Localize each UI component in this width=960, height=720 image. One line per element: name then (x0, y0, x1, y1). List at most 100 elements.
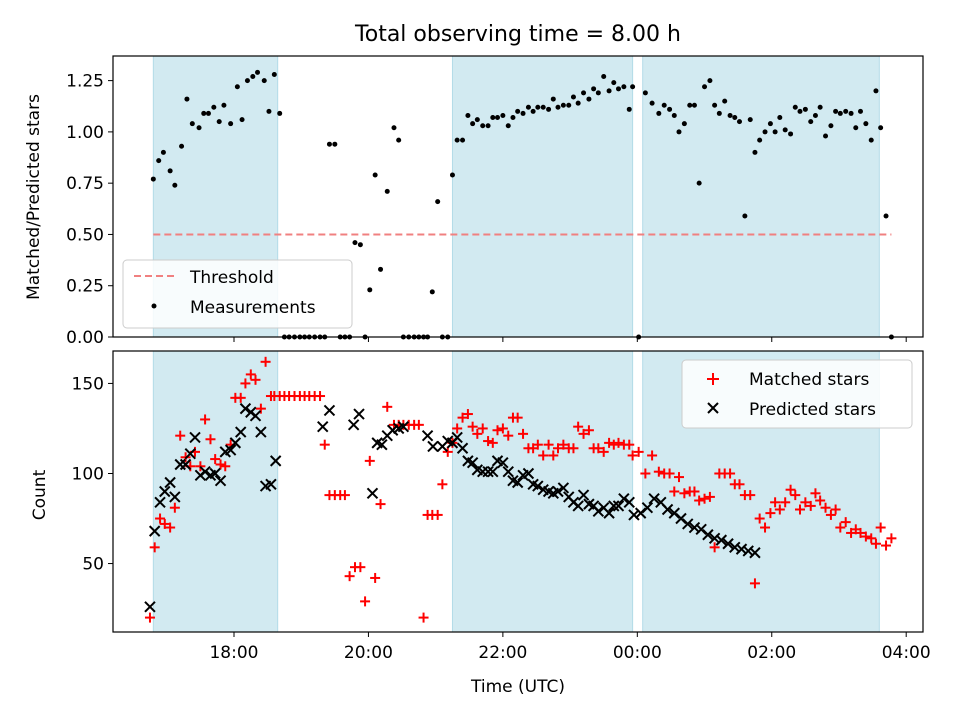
matched-point (497, 423, 508, 434)
predicted-point (502, 465, 514, 478)
predicted-point (427, 440, 439, 453)
predicted-point-b (675, 512, 687, 525)
matched-point (709, 542, 720, 553)
matched-point (250, 374, 261, 385)
measurement-point (474, 117, 480, 123)
matched-point (205, 434, 216, 445)
measurement-point (716, 110, 722, 116)
measurement-point (615, 86, 621, 92)
measurement-point (696, 180, 702, 186)
predicted-point (317, 420, 329, 433)
measurement-point (396, 137, 402, 143)
measurement-point (510, 115, 516, 121)
predicted-point-b (442, 435, 454, 447)
predicted-point (353, 408, 365, 420)
matched-point (235, 392, 246, 403)
measurement-point (332, 141, 338, 147)
x-tick-label: 22:00 (478, 643, 527, 663)
matched-point (413, 419, 424, 430)
predicted-point-b (169, 491, 181, 503)
predicted-point (466, 456, 479, 469)
predicted-point-b (456, 442, 469, 454)
predicted-point-b (239, 402, 252, 415)
predicted-point-b (572, 500, 584, 512)
matched-point (457, 412, 468, 423)
predicted-point-b (255, 426, 267, 438)
predicted-point (366, 487, 379, 500)
measurement-point (150, 176, 156, 182)
predicted-point-b (397, 420, 410, 433)
measurement-point (367, 287, 373, 293)
predicted-point-b (708, 532, 721, 545)
predicted-point (159, 485, 171, 498)
measurement-point (216, 119, 222, 125)
measurement-point (500, 112, 506, 118)
predicted-point (487, 465, 499, 478)
matched-point (355, 562, 366, 573)
predicted-point (572, 500, 584, 512)
matched-point (492, 425, 503, 436)
predicted-point-b (618, 492, 630, 505)
matched-point (679, 488, 690, 499)
measurement-point (560, 102, 566, 108)
matched-point (734, 479, 745, 490)
top-y-tick-label: 0.75 (66, 174, 104, 194)
matched-point (749, 578, 760, 589)
predicted-point-b (184, 447, 197, 460)
predicted-point (497, 456, 509, 469)
matched-point (375, 499, 386, 510)
predicted-point-b (154, 496, 166, 509)
predicted-point (376, 438, 388, 451)
predicted-point (522, 467, 535, 480)
measurement-point (853, 125, 859, 131)
measurement-point (788, 131, 794, 137)
measurement-point (520, 110, 526, 116)
predicted-point-b (749, 547, 761, 559)
predicted-point-b (563, 491, 575, 503)
predicted-point (229, 437, 242, 449)
matched-point (830, 504, 841, 515)
matched-point (624, 439, 635, 450)
matched-point (780, 497, 791, 508)
measurement-point (449, 172, 455, 178)
measurement-point (878, 125, 884, 131)
predicted-point-b (179, 458, 192, 471)
predicted-point-b (577, 489, 590, 501)
measurement-point (736, 119, 742, 125)
predicted-point-b (376, 438, 388, 451)
matched-point (573, 421, 584, 432)
matched-point (245, 369, 256, 380)
measurement-point (201, 110, 207, 116)
predicted-point-b (323, 404, 336, 417)
matched-point (881, 540, 892, 551)
legend-matched-swatch (707, 373, 719, 385)
matched-point (855, 527, 866, 538)
bottom-y-tick-label: 50 (82, 555, 104, 575)
predicted-point (612, 500, 625, 512)
matched-point (215, 459, 226, 470)
measurement-point (156, 158, 162, 164)
predicted-point-b (537, 483, 549, 496)
predicted-point-b (597, 502, 610, 514)
predicted-point (592, 505, 605, 518)
predicted-point (214, 474, 227, 487)
predicted-point-b (729, 541, 741, 554)
predicted-point-b (608, 500, 620, 512)
matched-point (835, 522, 846, 533)
matched-point (418, 612, 429, 623)
legend-predicted-label: Predicted stars (749, 400, 876, 420)
measurement-point (727, 112, 733, 118)
legend-matched-label: Matched stars (749, 370, 869, 390)
predicted-point-b (695, 523, 707, 536)
predicted-point (148, 525, 161, 537)
matched-point (452, 423, 463, 434)
matched-point (319, 439, 330, 450)
matched-point (512, 412, 523, 423)
predicted-point (742, 545, 754, 557)
measurement-point (757, 137, 763, 143)
predicted-point-b (144, 601, 156, 613)
matched-point (875, 522, 886, 533)
predicted-point-b (462, 455, 474, 467)
predicted-point (577, 489, 590, 501)
measurement-point (777, 115, 783, 121)
